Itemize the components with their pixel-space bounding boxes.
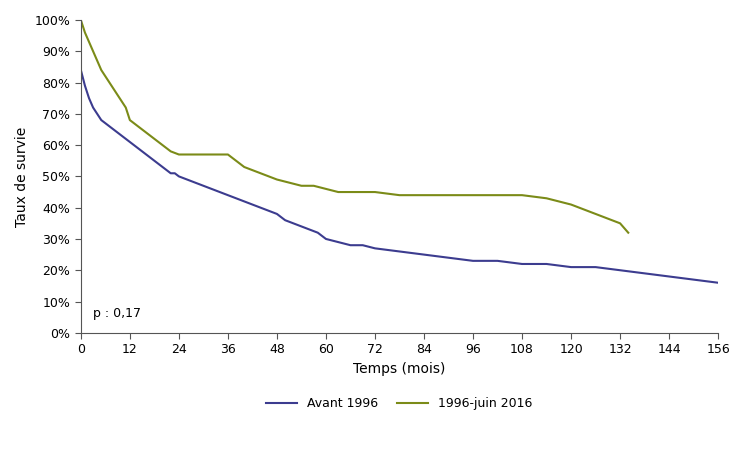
Legend: Avant 1996, 1996-juin 2016: Avant 1996, 1996-juin 2016 bbox=[261, 392, 538, 415]
Y-axis label: Taux de survie: Taux de survie bbox=[15, 126, 29, 226]
Text: p : 0,17: p : 0,17 bbox=[93, 307, 141, 320]
X-axis label: Temps (mois): Temps (mois) bbox=[353, 362, 446, 376]
